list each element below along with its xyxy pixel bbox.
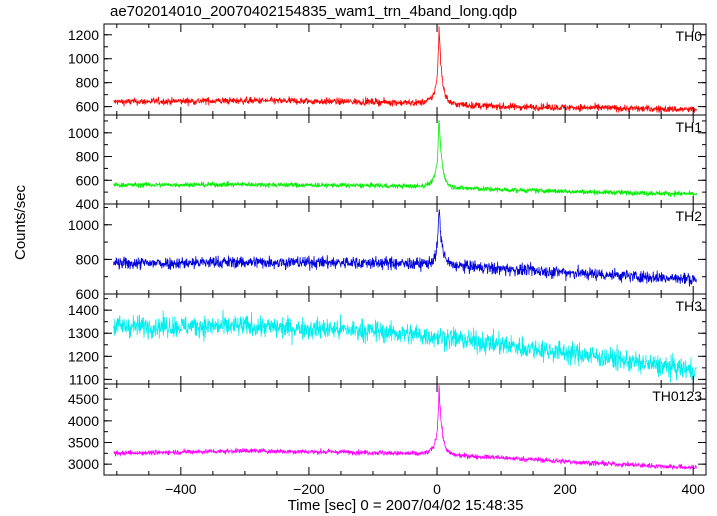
x-tick-label: 200 [553,481,577,497]
y-tick-label: 1300 [68,325,99,341]
x-tick-label: 0 [433,481,441,497]
panel-label: TH1 [676,119,703,135]
y-tick-label: 800 [76,75,100,91]
chart-title: ae702014010_20070402154835_wam1_trn_4ban… [110,3,518,20]
y-tick-label: 600 [76,99,100,115]
y-tick-label: 600 [76,286,100,302]
panel-th3: 1100 1200 1300 1400 TH3 [68,293,707,387]
y-tick-label: 1100 [69,371,99,387]
y-tick-label: 600 [76,172,100,188]
series-line-th0 [113,26,697,113]
y-tick-label: 1200 [68,348,99,364]
panel-frame [103,114,707,205]
x-tick-label: −200 [293,481,325,497]
panel-label: TH3 [676,298,703,314]
y-tick-label: 3000 [68,456,99,472]
series-line-th3 [113,309,697,384]
y-tick-label: 1400 [68,302,99,318]
y-tick-label: 4000 [68,413,99,429]
y-tick-label: 400 [76,196,100,212]
panel-label: TH0 [676,28,703,44]
y-tick-label: 800 [76,251,100,267]
x-tick-label: 400 [682,481,706,497]
y-tick-label: 4500 [68,391,99,407]
y-tick-label: 1200 [68,27,99,43]
panel-label: TH2 [676,208,703,224]
panel-th1: 400 600 800 1000 TH1 [68,114,707,212]
series-line-th2 [113,209,697,287]
y-tick-label: 1000 [68,125,99,141]
panel-th0: 600 800 1000 1200 TH0 [68,23,707,116]
series-line-th0123 [113,385,697,471]
panel-frame [103,383,707,476]
y-tick-label: 3500 [68,435,99,451]
x-tick-label: −400 [165,481,197,497]
panel-th2: 600 800 1000 TH2 [68,203,707,302]
y-tick-label: 1000 [68,51,99,67]
y-tick-label: 800 [76,149,100,165]
panel-frame [103,203,707,295]
panel-label: TH0123 [652,388,702,404]
x-axis-label: Time [sec] 0 = 2007/04/02 15:48:35 [287,497,524,514]
panel-frame [103,293,707,385]
y-tick-label: 1000 [68,217,99,233]
panel-th0123: 3000 3500 4000 4500 TH0123 [68,383,707,476]
series-line-th1 [113,120,697,198]
